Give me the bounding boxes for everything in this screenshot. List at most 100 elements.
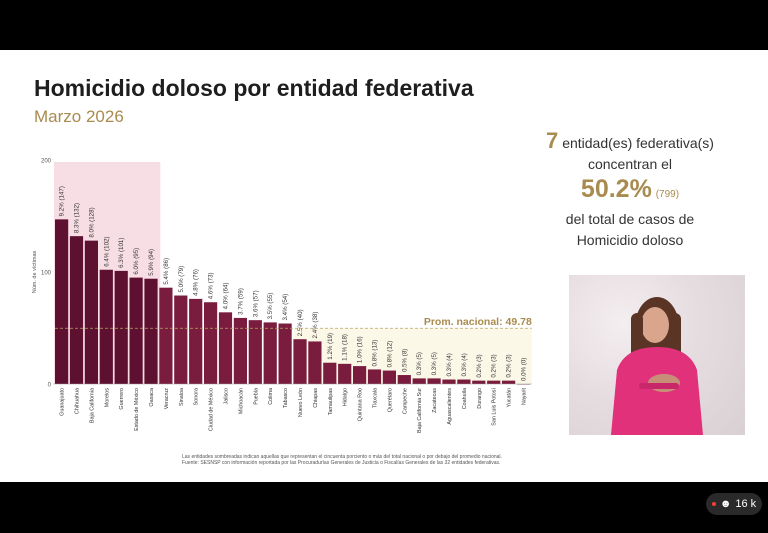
x-tick-label: Aguascalientes bbox=[447, 388, 453, 425]
x-tick-label: Veracruz bbox=[164, 388, 170, 410]
bar bbox=[189, 298, 203, 384]
slide-subtitle: Marzo 2026 bbox=[34, 107, 124, 126]
bar-chart: 0 100 200 Núm. de víctimas 9.2% (147) Guanaju… bbox=[32, 159, 532, 433]
x-tick-label: Morelos bbox=[104, 388, 110, 407]
data-label: 6.3% (101) bbox=[118, 238, 125, 268]
bar bbox=[338, 363, 352, 384]
bar bbox=[323, 362, 337, 384]
y-tick-label: 200 bbox=[41, 159, 52, 165]
slide-title: Homicidio doloso por entidad federativa bbox=[34, 75, 474, 101]
data-label: 2.4% (38) bbox=[312, 312, 319, 339]
summary-panel: 7 entidad(es) federativa(s) concentran e… bbox=[520, 130, 740, 251]
x-tick-label: Tlaxcala bbox=[373, 388, 379, 408]
bar bbox=[442, 379, 456, 384]
bar bbox=[99, 269, 113, 384]
data-label: 0.3% (4) bbox=[461, 353, 468, 376]
footnote-line1: Las entidades sombreadas indican aquella… bbox=[182, 454, 502, 460]
x-tick-label: Puebla bbox=[253, 388, 259, 405]
bar bbox=[55, 219, 69, 384]
data-label: 3.4% (54) bbox=[282, 294, 289, 321]
summary-line2: concentran el bbox=[587, 156, 673, 172]
bar bbox=[412, 378, 426, 384]
data-label: 4.8% (76) bbox=[193, 269, 200, 296]
x-tick-label: Campeche bbox=[402, 388, 408, 414]
summary-cases: (799) bbox=[655, 189, 680, 200]
bar bbox=[382, 370, 396, 384]
viewer-count-badge: ☻ 16 k bbox=[706, 493, 762, 515]
bar bbox=[278, 323, 292, 384]
bar bbox=[427, 378, 441, 384]
data-label: 3.5% (55) bbox=[267, 293, 274, 320]
x-tick-label: Querétaro bbox=[387, 388, 393, 412]
bar bbox=[263, 322, 277, 384]
bar bbox=[397, 375, 411, 384]
data-label: 4.6% (73) bbox=[208, 272, 215, 299]
footnote-line2: Fuente: SESNSP con información reportada… bbox=[182, 460, 501, 466]
data-label: 1.1% (18) bbox=[342, 334, 349, 361]
bar bbox=[174, 295, 188, 384]
bar bbox=[69, 236, 84, 384]
data-label: 0.8% (13) bbox=[372, 340, 379, 367]
summary-line4: Homicidio doloso bbox=[576, 232, 684, 248]
data-label: 0.5% (8) bbox=[401, 349, 408, 372]
data-label: 0.2% (3) bbox=[476, 354, 483, 377]
bar bbox=[472, 380, 486, 384]
data-label: 0.2% (3) bbox=[491, 354, 498, 377]
x-tick-label: Quintana Roo bbox=[358, 388, 364, 421]
bar bbox=[159, 287, 173, 384]
bar bbox=[218, 312, 233, 384]
presentation-slide: Homicidio doloso por entidad federativa … bbox=[0, 50, 768, 482]
data-label: 1.0% (16) bbox=[357, 336, 364, 363]
x-tick-label: Guanajuato bbox=[60, 388, 66, 416]
bar bbox=[367, 369, 382, 384]
data-label: 5.9% (94) bbox=[148, 249, 155, 276]
bar bbox=[353, 366, 367, 384]
data-label: 9.2% (147) bbox=[59, 186, 66, 216]
x-tick-label: Guerrero bbox=[119, 388, 125, 410]
bar bbox=[233, 317, 247, 384]
data-label: 6.0% (95) bbox=[133, 248, 140, 275]
data-label: 0.8% (12) bbox=[386, 341, 393, 368]
data-label: 5.4% (86) bbox=[163, 258, 170, 285]
summary-line1: entidad(es) federativa(s) bbox=[562, 135, 714, 151]
data-label: 8.3% (132) bbox=[74, 203, 81, 233]
bar bbox=[293, 339, 307, 384]
data-label: 0.3% (5) bbox=[416, 352, 423, 375]
bar bbox=[129, 277, 143, 384]
sign-language-interpreter-video bbox=[569, 275, 745, 435]
x-tick-label: Nayarit bbox=[522, 388, 528, 406]
bar bbox=[308, 341, 322, 384]
data-label: 0.3% (4) bbox=[446, 353, 453, 376]
interpreter-figure-icon bbox=[611, 297, 703, 435]
bar bbox=[502, 380, 516, 384]
data-label: 3.7% (59) bbox=[237, 288, 244, 315]
x-tick-label: Sinaloa bbox=[179, 388, 185, 406]
data-label: 8.0% (128) bbox=[88, 207, 95, 237]
bar bbox=[457, 379, 471, 384]
bar bbox=[144, 278, 158, 384]
x-tick-label: Jalisco bbox=[224, 388, 230, 404]
x-tick-label: Tabasco bbox=[283, 388, 289, 408]
average-label: Prom. nacional: 49.78 bbox=[424, 316, 532, 328]
data-label: 4.0% (64) bbox=[223, 282, 230, 309]
x-tick-label: Zacatecas bbox=[432, 388, 438, 413]
person-icon: ☻ bbox=[719, 498, 732, 510]
data-label: 0.0% (0) bbox=[521, 358, 528, 381]
bar bbox=[114, 270, 128, 384]
x-tick-label: Tamaulipas bbox=[328, 388, 334, 416]
viewer-count: 16 k bbox=[735, 498, 757, 510]
x-tick-label: Coahuila bbox=[462, 388, 468, 409]
y-tick-label: 0 bbox=[48, 383, 52, 389]
bar bbox=[204, 302, 218, 384]
bar bbox=[487, 380, 501, 384]
y-tick-label: 100 bbox=[41, 271, 52, 277]
x-tick-label: Estado de México bbox=[134, 388, 140, 431]
x-tick-label: Sonora bbox=[194, 388, 200, 405]
x-tick-label: Nuevo León bbox=[298, 388, 304, 417]
summary-count: 7 bbox=[546, 128, 559, 153]
x-tick-label: Chiapas bbox=[313, 388, 319, 408]
data-label: 0.3% (5) bbox=[431, 352, 438, 375]
summary-line3: del total de casos de bbox=[565, 211, 695, 227]
x-tick-label: Colima bbox=[268, 388, 274, 405]
x-tick-label: Baja California Sur bbox=[417, 388, 423, 433]
